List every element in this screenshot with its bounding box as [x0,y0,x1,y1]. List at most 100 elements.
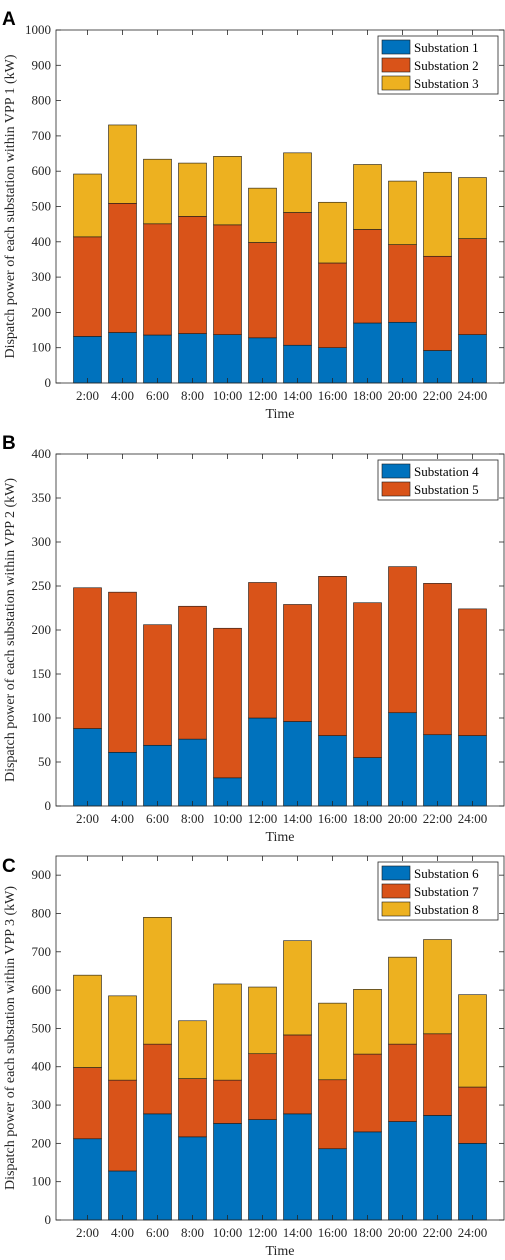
y-tick-label: 0 [45,798,52,813]
bar-C-20:00-substation-6 [388,1121,417,1221]
bar-A-4:00-substation-1 [108,332,137,384]
y-tick-label: 800 [32,93,52,108]
bar-B-10:00-substation-5 [213,627,242,779]
bar-A-14:00-substation-2 [283,212,312,346]
bar-C-22:00-substation-8 [423,939,452,1035]
bar-C-22:00-substation-6 [423,1115,452,1221]
legend-swatch [381,901,411,917]
bar-A-20:00-substation-3 [388,180,417,245]
x-tick-label: 20:00 [388,811,418,826]
bar-B-18:00-substation-5 [353,602,382,758]
bar-A-16:00-substation-3 [318,201,347,264]
bar-B-12:00-substation-4 [248,717,277,807]
x-tick-label: 12:00 [248,1225,278,1240]
y-axis-label: Dispatch power of each substation within… [3,886,18,1190]
y-tick-label: 100 [32,340,52,355]
y-tick-label: 500 [32,1020,52,1035]
y-tick-label: 350 [32,490,52,505]
bar-A-16:00-substation-2 [318,262,347,349]
bar-B-18:00-substation-4 [353,757,382,807]
bar-C-12:00-substation-6 [248,1119,277,1221]
x-tick-label: 22:00 [423,811,453,826]
y-tick-label: 500 [32,199,52,214]
y-axis-label: Dispatch power of each substation within… [3,54,18,358]
legend-entry: Substation 8 [414,902,479,917]
bar-B-12:00-substation-5 [248,582,277,719]
bar-B-24:00-substation-5 [458,608,487,736]
bar-A-8:00-substation-2 [178,216,207,334]
bar-A-12:00-substation-2 [248,242,277,339]
x-tick-label: 6:00 [146,811,169,826]
x-tick-label: 4:00 [111,1225,134,1240]
x-tick-label: 18:00 [353,388,383,403]
bar-B-6:00-substation-5 [143,624,172,746]
bar-C-16:00-substation-7 [318,1079,347,1150]
bar-A-18:00-substation-3 [353,164,382,230]
bar-C-8:00-substation-6 [178,1136,207,1221]
x-tick-label: 24:00 [458,1225,488,1240]
bar-A-24:00-substation-3 [458,177,487,239]
bar-C-24:00-substation-6 [458,1143,487,1221]
bar-A-10:00-substation-2 [213,224,242,335]
bar-C-4:00-substation-7 [108,1079,137,1172]
bar-A-2:00-substation-1 [73,336,102,384]
y-tick-label: 300 [32,1097,52,1112]
bar-B-2:00-substation-5 [73,587,102,729]
x-tick-label: 8:00 [181,1225,204,1240]
x-axis-label: Time [265,1244,294,1259]
bar-B-20:00-substation-4 [388,712,417,807]
y-axis-label: Dispatch power of each substation within… [3,478,18,782]
y-tick-label: 600 [32,163,52,178]
bar-A-10:00-substation-3 [213,156,242,226]
legend-swatch [381,481,411,497]
x-tick-label: 10:00 [213,1225,243,1240]
x-tick-label: 20:00 [388,1225,418,1240]
bar-A-6:00-substation-1 [143,334,172,384]
y-tick-label: 700 [32,128,52,143]
legend-swatch [381,463,411,479]
bar-C-20:00-substation-8 [388,956,417,1045]
legend-entry: Substation 5 [414,482,479,497]
y-tick-label: 700 [32,944,52,959]
bar-A-2:00-substation-3 [73,173,102,238]
bar-A-6:00-substation-3 [143,158,172,225]
bar-A-12:00-substation-3 [248,187,277,243]
y-tick-label: 200 [32,622,52,637]
legend-swatch [381,865,411,881]
bar-A-2:00-substation-2 [73,236,102,337]
y-tick-label: 200 [32,304,52,319]
x-tick-label: 6:00 [146,1225,169,1240]
x-tick-label: 22:00 [423,1225,453,1240]
bar-C-4:00-substation-6 [108,1170,137,1221]
x-tick-label: 4:00 [111,388,134,403]
bar-C-8:00-substation-8 [178,1020,207,1079]
bar-B-8:00-substation-5 [178,605,207,740]
bar-B-24:00-substation-4 [458,735,487,807]
chart-panel-B: B 0 50 100 150 200 250 300 350 400 2:00 4:00 6:00 8:0… [2,433,505,845]
y-tick-label: 150 [32,666,52,681]
bar-A-4:00-substation-3 [108,124,137,204]
bar-C-14:00-substation-6 [283,1113,312,1221]
x-tick-label: 8:00 [181,811,204,826]
bar-C-24:00-substation-7 [458,1086,487,1144]
x-tick-label: 22:00 [423,388,453,403]
x-tick-label: 2:00 [76,1225,99,1240]
bar-A-4:00-substation-2 [108,203,137,333]
bar-B-22:00-substation-4 [423,734,452,807]
bar-A-8:00-substation-1 [178,333,207,384]
x-tick-label: 4:00 [111,811,134,826]
bar-A-22:00-substation-1 [423,350,452,384]
bar-C-14:00-substation-8 [283,940,312,1036]
bar-C-18:00-substation-6 [353,1131,382,1221]
y-tick-label: 600 [32,982,52,997]
bar-C-10:00-substation-7 [213,1079,242,1124]
y-tick-label: 1000 [25,22,51,37]
y-tick-label: 900 [32,867,52,882]
bar-B-6:00-substation-4 [143,744,172,807]
bar-C-16:00-substation-8 [318,1002,347,1081]
y-tick-label: 0 [45,375,52,390]
chart-panel-C: C 0 100 200 300 400 500 600 700 800 900 2:00 4:00 6:0… [2,855,505,1259]
x-axis-label: Time [265,407,294,422]
y-tick-label: 50 [38,754,51,769]
